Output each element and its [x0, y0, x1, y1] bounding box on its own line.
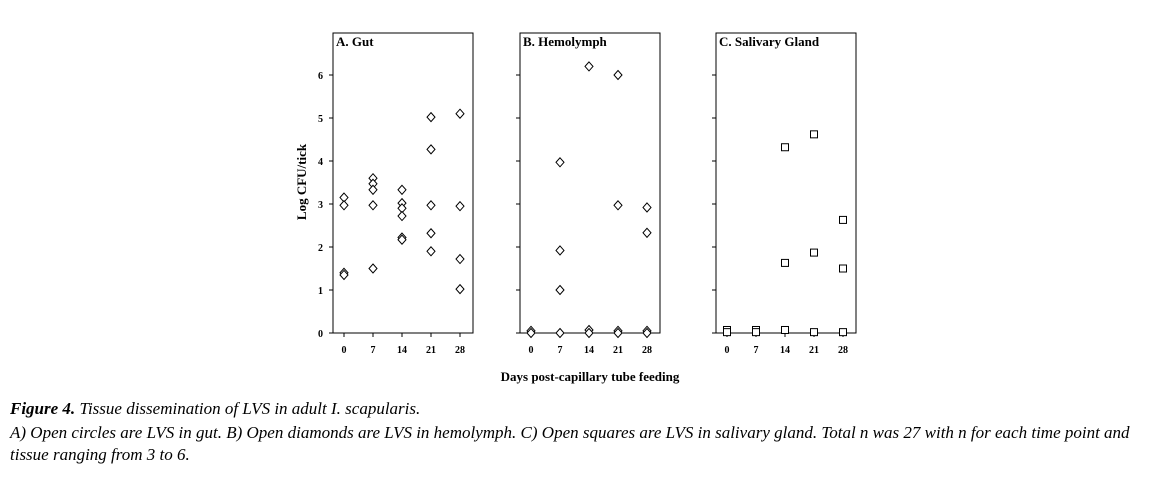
caption-text: A) Open circles are LVS in gut. B) Open … [10, 423, 1130, 464]
data-point-square [781, 143, 789, 152]
data-point-diamond [642, 227, 652, 239]
x-tick-label: 14 [780, 345, 790, 356]
data-point-diamond [613, 69, 623, 81]
data-point-diamond [397, 210, 407, 222]
data-point-square [839, 215, 847, 224]
data-point-square [723, 328, 731, 337]
data-point-diamond [368, 184, 378, 196]
figure-caption: Figure 4. Tissue dissemination of LVS in… [10, 398, 1170, 466]
y-tick-label: 5 [318, 114, 323, 125]
data-point-square [839, 328, 847, 337]
x-tick-label: 21 [426, 345, 436, 356]
data-point-square [810, 130, 818, 139]
y-tick-label: 0 [318, 329, 323, 340]
data-point-diamond [642, 327, 652, 339]
data-point-diamond [642, 202, 652, 213]
panel-title: C. Salivary Gland [719, 34, 820, 49]
x-tick-label: 14 [397, 345, 407, 356]
panel-title: A. Gut [336, 34, 374, 49]
y-tick-label: 6 [318, 71, 323, 82]
x-tick-label: 14 [584, 345, 594, 356]
data-point-diamond [397, 184, 407, 196]
panel-1: A. Gut 0 1 2 3 4 5 6 0 7 14 21 28 [318, 32, 474, 356]
data-point-square [839, 264, 847, 273]
data-point-diamond [339, 200, 349, 211]
data-point-diamond [613, 200, 623, 211]
x-tick-label: 21 [809, 345, 819, 356]
data-point-square [781, 325, 789, 334]
data-point-diamond [584, 61, 594, 72]
panels-layer: A. Gut 0 1 2 3 4 5 6 0 7 14 21 28 B. Hemolymph 0 7 14 21 2… [318, 32, 857, 356]
x-tick-label: 7 [754, 345, 759, 356]
data-point-diamond [455, 283, 465, 295]
y-tick-label: 4 [318, 157, 323, 168]
data-point-diamond [426, 111, 436, 123]
data-point-square [752, 328, 760, 337]
data-point-diamond [339, 269, 349, 281]
x-tick-label: 0 [342, 345, 347, 356]
panel-frame [519, 32, 661, 334]
x-tick-label: 21 [613, 345, 623, 356]
data-point-diamond [555, 245, 565, 256]
data-point-square [810, 248, 818, 257]
data-point-diamond [368, 200, 378, 211]
data-point-diamond [526, 327, 536, 339]
data-point-diamond [455, 200, 465, 212]
x-tick-label: 0 [529, 345, 534, 356]
data-point-diamond [368, 263, 378, 274]
data-point-diamond [426, 227, 436, 239]
x-tick-label: 28 [455, 345, 465, 356]
y-tick-label: 2 [318, 243, 323, 254]
x-tick-label: 7 [371, 345, 376, 356]
data-point-diamond [613, 327, 623, 339]
panel-3: C. Salivary Gland 0 7 14 21 28 [712, 32, 857, 356]
figure-panels: Log CFU/tick Days post-capillary tube fe… [294, 32, 857, 384]
data-point-square [781, 258, 789, 267]
panel-frame [715, 32, 857, 334]
data-point-diamond [397, 234, 407, 245]
x-tick-label: 7 [558, 345, 563, 356]
data-point-diamond [584, 327, 594, 339]
x-tick-label: 0 [725, 345, 730, 356]
caption-title: Tissue dissemination of LVS in adult I. … [79, 399, 421, 418]
x-axis-label: Days post-capillary tube feeding [501, 369, 680, 384]
data-point-diamond [555, 157, 565, 168]
panel-frame [332, 32, 474, 334]
y-axis-label: Log CFU/tick [294, 143, 309, 220]
data-point-diamond [555, 284, 565, 296]
data-point-diamond [455, 108, 465, 119]
y-tick-label: 3 [318, 200, 323, 211]
data-point-diamond [555, 327, 565, 339]
panel-title: B. Hemolymph [523, 34, 608, 49]
y-tick-label: 1 [318, 286, 323, 297]
data-point-diamond [455, 253, 465, 265]
x-tick-label: 28 [838, 345, 848, 356]
x-tick-label: 28 [642, 345, 652, 356]
data-point-square [810, 328, 818, 337]
data-point-diamond [426, 200, 436, 211]
panel-2: B. Hemolymph 0 7 14 21 28 [516, 32, 661, 356]
data-point-diamond [426, 246, 436, 257]
caption-label: Figure 4. [10, 399, 76, 418]
data-point-diamond [426, 144, 436, 155]
